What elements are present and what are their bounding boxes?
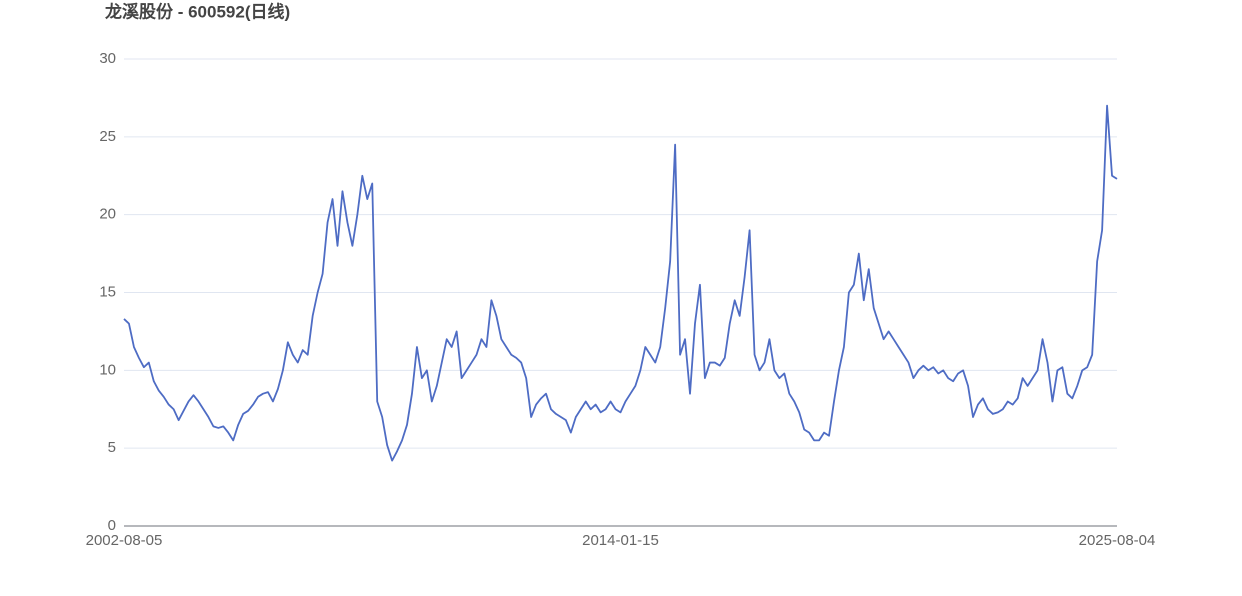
x-tick-label: 2014-01-15 <box>582 532 659 549</box>
y-tick-label: 5 <box>108 439 116 456</box>
x-tick-label: 2025-08-04 <box>1079 532 1156 549</box>
y-tick-label: 10 <box>99 361 116 378</box>
y-tick-label: 25 <box>99 128 116 145</box>
x-tick-label: 2002-08-05 <box>86 532 163 549</box>
y-tick-label: 0 <box>108 517 116 534</box>
y-tick-label: 15 <box>99 283 116 300</box>
price-line <box>123 104 1118 462</box>
y-tick-label: 20 <box>99 206 116 223</box>
chart-title: 龙溪股份 - 600592(日线) <box>104 1 290 21</box>
y-tick-label: 30 <box>99 50 116 67</box>
